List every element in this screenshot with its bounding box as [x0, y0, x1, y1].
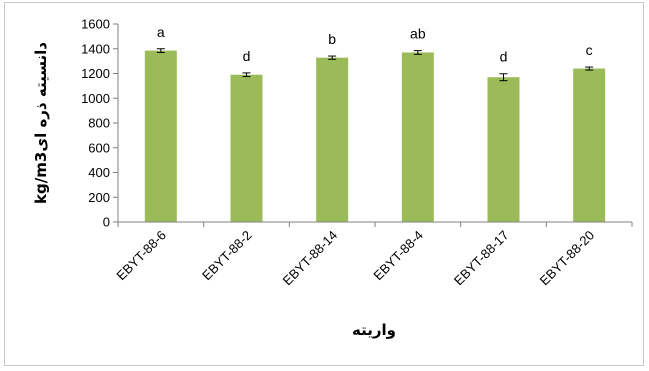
bar: [487, 77, 520, 223]
y-tick-label: 1600: [81, 17, 110, 32]
x-tick-label: EBYT-88-6: [113, 228, 169, 284]
significance-letter: d: [243, 48, 251, 64]
y-tick-label: 1200: [81, 66, 110, 81]
significance-letter: b: [328, 31, 336, 47]
x-tick-label: EBYT-88-2: [199, 228, 255, 284]
x-tick-label: EBYT-88-14: [280, 228, 341, 289]
y-axis-title: kg/m3دانسیته ذره ای: [32, 42, 50, 204]
significance-letter: ab: [410, 26, 426, 42]
y-tick-label: 1000: [81, 91, 110, 106]
y-axis: 0 200 400 600 800 1000 1200 1400 1600: [81, 17, 119, 230]
y-tick-label: 0: [103, 215, 110, 230]
x-tick-label: EBYT-88-17: [451, 228, 512, 289]
y-tick-label: 200: [88, 190, 110, 205]
bar: [401, 52, 434, 223]
significance-letters-group: a d b ab d c: [157, 24, 593, 65]
x-axis-title: واریته: [352, 321, 396, 339]
bar: [230, 74, 263, 222]
y-tick-label: 1400: [81, 41, 110, 56]
error-bars-group: [156, 48, 594, 82]
significance-letter: c: [586, 42, 593, 58]
significance-letter: d: [500, 49, 508, 65]
bar: [144, 50, 177, 223]
x-axis: EBYT-88-6 EBYT-88-2 EBYT-88-14 EBYT-88-4 EBY…: [113, 221, 633, 289]
significance-letter: a: [157, 24, 165, 40]
bar: [573, 68, 606, 222]
x-tick-label: EBYT-88-4: [370, 228, 426, 284]
bar: [316, 57, 349, 222]
y-tick-label: 800: [88, 116, 110, 131]
x-tick-label: EBYT-88-20: [537, 228, 598, 289]
y-tick-label: 400: [88, 165, 110, 180]
y-tick-label: 600: [88, 140, 110, 155]
bars-group: [144, 50, 606, 223]
